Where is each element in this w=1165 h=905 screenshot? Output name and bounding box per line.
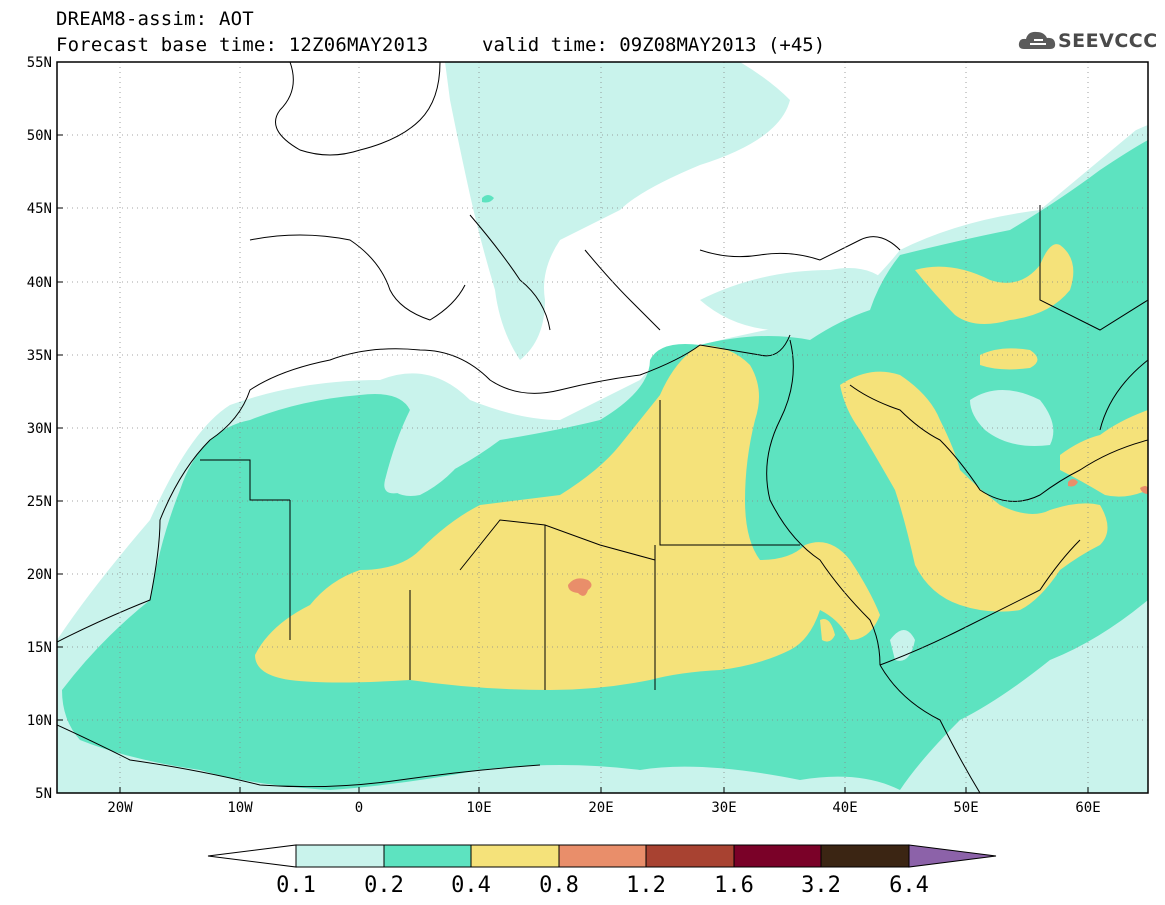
colorbar-label: 1.2 bbox=[626, 873, 666, 898]
colorbar-swatch bbox=[820, 844, 910, 868]
colorbar-swatch bbox=[470, 844, 560, 868]
colorbar-low-arrow bbox=[207, 844, 297, 868]
lat-label: 50N bbox=[27, 128, 52, 144]
lat-label: 25N bbox=[27, 494, 52, 510]
logo-text: SEEVCCC bbox=[1058, 30, 1158, 52]
aot-shading bbox=[57, 62, 1148, 793]
lat-label: 30N bbox=[27, 421, 52, 437]
colorbar-label: 1.6 bbox=[714, 873, 754, 898]
colorbar-high-arrow bbox=[908, 844, 997, 868]
valid-time-label: valid time: 09Z08MAY2013 (+45) bbox=[482, 34, 826, 56]
lat-label: 35N bbox=[27, 348, 52, 364]
longitude-labels: 20W 10W 0 10E 20E 30E 40E 50E 60E bbox=[107, 800, 1100, 816]
lat-label: 45N bbox=[27, 201, 52, 217]
lat-label: 40N bbox=[27, 275, 52, 291]
colorbar-label: 0.8 bbox=[539, 873, 579, 898]
colorbar-swatch bbox=[383, 844, 472, 868]
colorbar-label: 0.4 bbox=[451, 873, 491, 898]
lat-label: 10N bbox=[27, 713, 52, 729]
colorbar-label: 0.2 bbox=[364, 873, 404, 898]
lon-label: 60E bbox=[1075, 800, 1100, 816]
colorbar-label: 0.1 bbox=[276, 873, 316, 898]
lat-label: 15N bbox=[27, 640, 52, 656]
lat-label: 55N bbox=[27, 55, 52, 71]
latitude-labels: 55N 50N 45N 40N 35N 30N 25N 20N 15N 10N … bbox=[27, 55, 52, 802]
cloud-icon bbox=[1018, 31, 1056, 49]
lat-label: 20N bbox=[27, 567, 52, 583]
lon-label: 20W bbox=[107, 800, 133, 816]
lon-label: 10E bbox=[466, 800, 491, 816]
aot-band-0.4 bbox=[255, 244, 1148, 690]
colorbar-labels: 0.1 0.2 0.4 0.8 1.2 1.6 3.2 6.4 bbox=[276, 873, 929, 898]
colorbar-label: 3.2 bbox=[801, 873, 841, 898]
lon-label: 30E bbox=[711, 800, 736, 816]
lon-label: 20E bbox=[588, 800, 613, 816]
colorbar-swatch bbox=[645, 844, 735, 868]
colorbar bbox=[207, 844, 997, 868]
lon-label: 40E bbox=[832, 800, 857, 816]
title-line-2: Forecast base time: 12Z06MAY2013 bbox=[56, 34, 429, 56]
colorbar-swatch bbox=[733, 844, 822, 868]
title-line-1: DREAM8-assim: AOT bbox=[56, 8, 254, 30]
colorbar-label: 6.4 bbox=[889, 873, 929, 898]
colorbar-swatch bbox=[295, 844, 385, 868]
graticule bbox=[57, 62, 1148, 793]
lon-label: 50E bbox=[953, 800, 978, 816]
aot-band-0.8 bbox=[482, 195, 1148, 596]
lon-label: 10W bbox=[227, 800, 253, 816]
lon-label: 0 bbox=[355, 800, 363, 816]
lat-label: 5N bbox=[35, 786, 52, 802]
colorbar-swatch bbox=[558, 844, 647, 868]
coastlines bbox=[57, 62, 1148, 793]
ticks bbox=[57, 61, 1089, 793]
